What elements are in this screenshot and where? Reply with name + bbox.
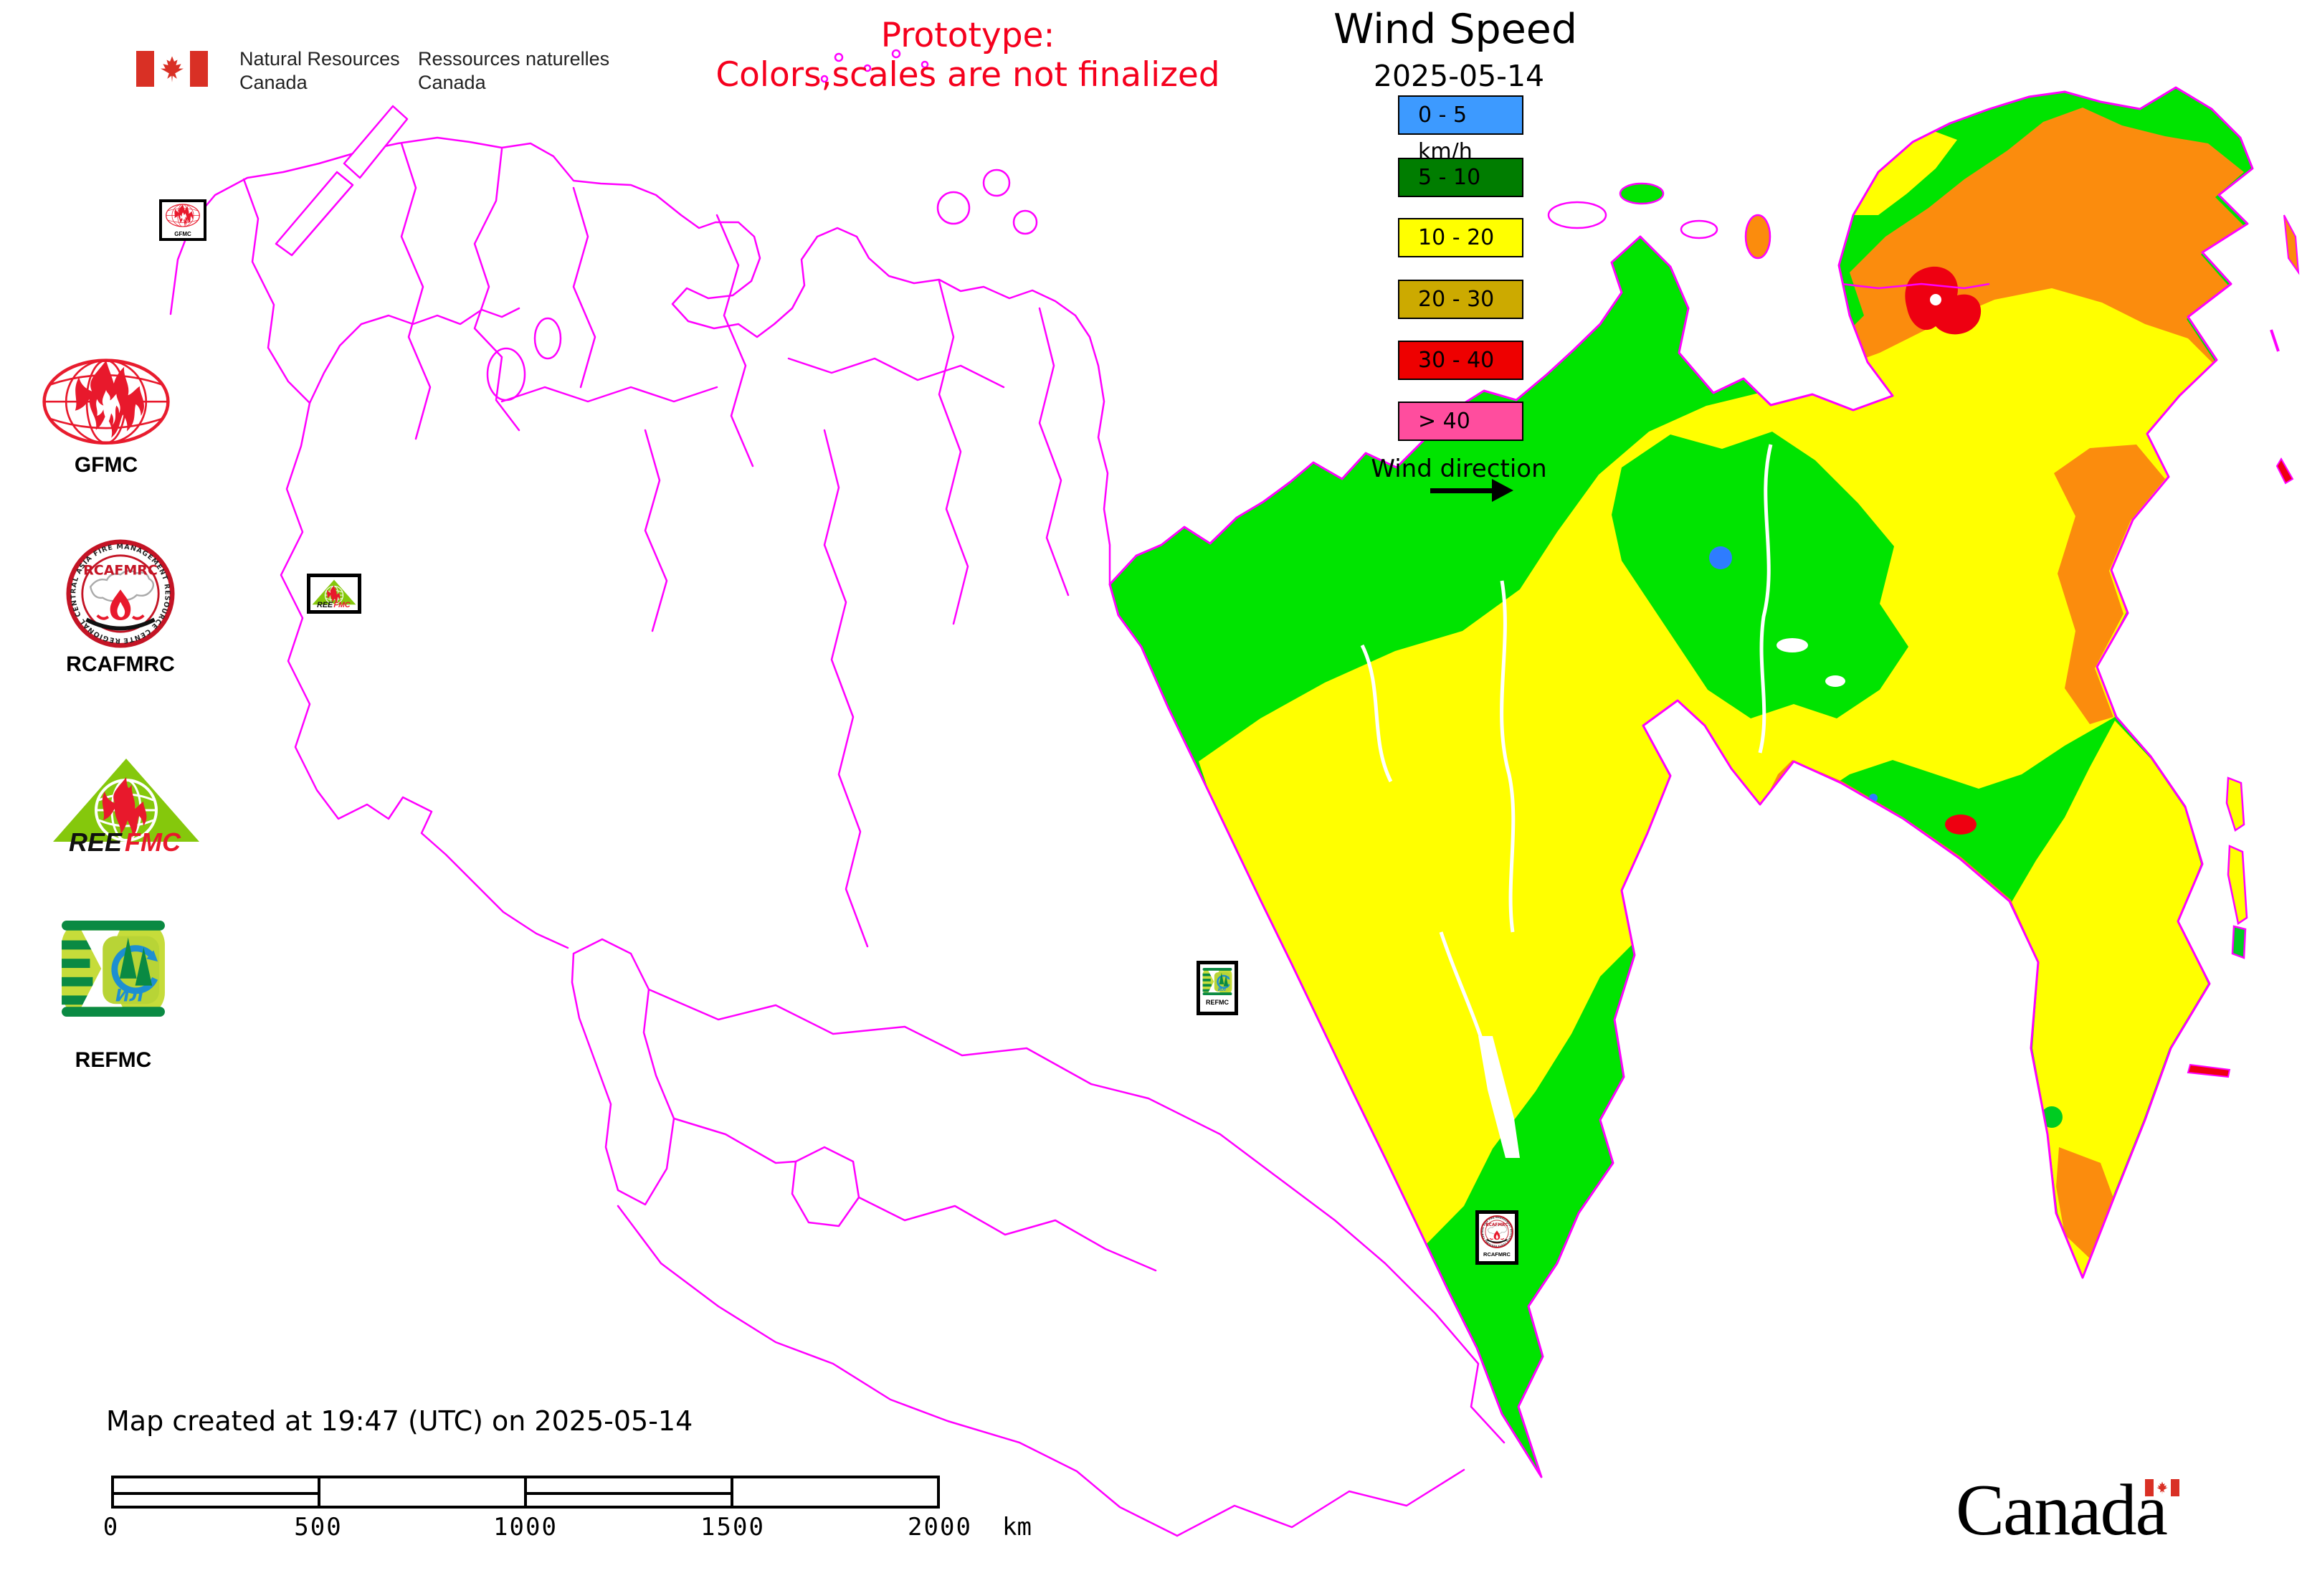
wind-direction-arrowhead-icon	[1492, 479, 1513, 502]
refmc-label: REFMC	[75, 1048, 152, 1072]
gfmc-label: GFMC	[74, 453, 138, 477]
sakhalin-island	[2225, 776, 2248, 959]
legend-label: 10 - 20	[1418, 225, 1495, 250]
wind-direction-label: Wind direction	[1371, 455, 1547, 483]
legend-item-0-5: 0 - 5 km/h	[1398, 95, 1523, 164]
scale-tick-0: 0	[103, 1513, 120, 1542]
prototype-banner: Prototype: Colors,scales are not finaliz…	[667, 16, 1269, 95]
legend-title: Wind Speed	[1333, 6, 1578, 53]
scale-bar	[111, 1476, 940, 1509]
agency-name-en2: Canada	[239, 72, 308, 93]
scale-tick-1500: 1500	[700, 1513, 765, 1542]
scale-tick-1000: 1000	[493, 1513, 558, 1542]
scale-bar-segment	[320, 1478, 527, 1506]
agency-name-fr2: Canada	[418, 72, 486, 93]
region-yellow-kamchatka	[2012, 721, 2208, 1276]
legend-item-10-20: 10 - 20	[1398, 218, 1523, 257]
legend-item-30-40: 30 - 40	[1398, 341, 1523, 380]
prototype-line1: Prototype:	[880, 16, 1055, 55]
rcafmrc-label: RCAFMRC	[66, 652, 175, 676]
canada-wordmark: Canada	[1956, 1470, 2168, 1551]
map-marker-refmc: REFMC	[1197, 961, 1238, 1015]
map-marker-rcafmrc-label: RCAFMRC	[1483, 1251, 1511, 1258]
map-marker-reefmc	[307, 574, 361, 614]
scale-bar-segment	[114, 1478, 320, 1506]
legend-label: 20 - 30	[1418, 287, 1495, 312]
wind-direction-arrow	[1430, 488, 1492, 493]
legend-label: 5 - 10	[1418, 165, 1481, 190]
legend-item-40plus: > 40	[1398, 402, 1523, 441]
legend-item-5-10: 5 - 10	[1398, 158, 1523, 197]
agency-name-fr: Ressources naturelles	[418, 48, 610, 70]
map-created-text: Map created at 19:47 (UTC) on 2025-05-14	[106, 1405, 693, 1437]
agency-name-en: Natural Resources	[239, 48, 400, 70]
legend-label: > 40	[1418, 409, 1470, 434]
gold-wind-spots	[1902, 990, 1931, 1048]
scale-bar-segment	[733, 1478, 937, 1506]
nrcan-signature-fr: Ressources naturelles Canada	[418, 47, 609, 95]
wind-data-region	[1108, 86, 2300, 1478]
region-green-north	[1612, 432, 1908, 718]
map-marker-gfmc-label: GFMC	[174, 231, 191, 237]
far-east-islets	[2187, 214, 2300, 1078]
legend-item-20-30: 20 - 30	[1398, 280, 1523, 319]
scale-tick-2000: 2000	[908, 1513, 972, 1542]
scale-bar-segment	[527, 1478, 733, 1506]
scale-unit: km	[1002, 1513, 1032, 1542]
map-marker-gfmc: GFMC	[159, 199, 206, 241]
scale-tick-500: 500	[294, 1513, 343, 1542]
country-borders-west	[169, 49, 1771, 1537]
legend-label: 0 - 5 km/h	[1418, 103, 1473, 164]
map-marker-refmc-label: REFMC	[1206, 999, 1229, 1006]
prototype-line2: Colors,scales are not finalized	[715, 55, 1220, 95]
legend-date: 2025-05-14	[1373, 59, 1545, 93]
map-marker-rcafmrc: RCAFMRC	[1475, 1210, 1518, 1265]
legend-label: 30 - 40	[1418, 348, 1495, 373]
nrcan-signature-en: Natural Resources Canada	[239, 47, 400, 95]
